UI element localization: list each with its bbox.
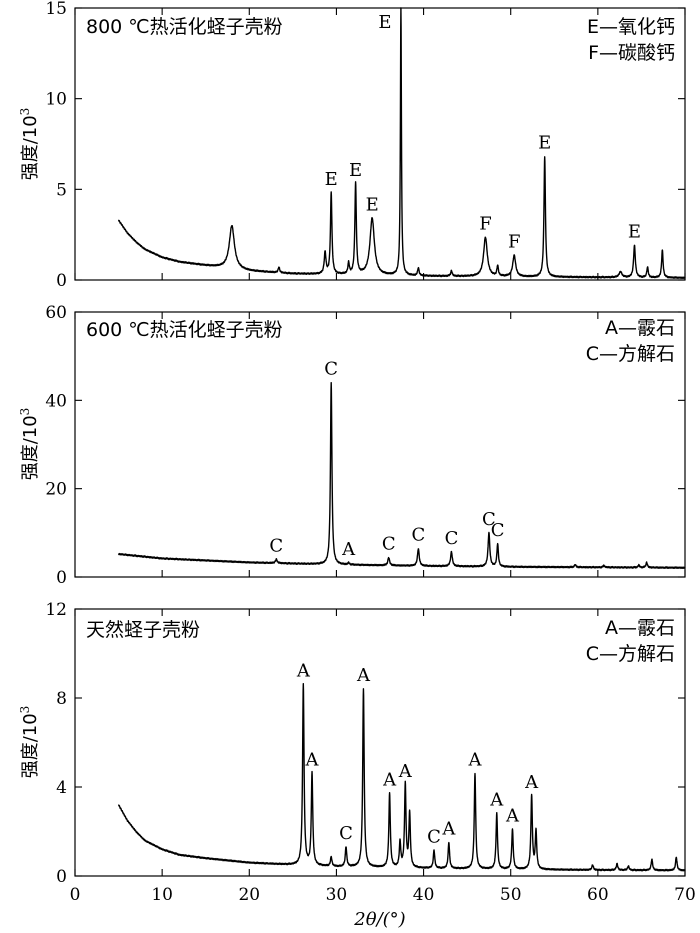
peak-label: A	[489, 790, 504, 811]
peak-label: C	[482, 509, 496, 530]
peak-label: A	[296, 661, 311, 682]
y-axis-label-text: 强度/10	[20, 415, 41, 480]
peak-label: C	[427, 826, 441, 847]
y-axis-label: 强度/103	[18, 706, 41, 779]
peak-label: E	[366, 194, 379, 215]
panel-title: 天然蛏子壳粉	[86, 619, 200, 641]
y-tick-label: 15	[45, 0, 67, 19]
y-axis-label-exponent: 3	[18, 408, 32, 416]
plot-frame	[74, 608, 686, 877]
y-tick-label: 12	[45, 600, 67, 620]
xrd-trace-600c	[117, 381, 686, 570]
y-tick-label: 10	[45, 90, 67, 110]
y-axis-label-text: 强度/10	[20, 115, 41, 180]
y-tick-label: 0	[56, 867, 67, 887]
x-tick-label: 40	[413, 885, 435, 905]
x-axis-label: 2θ/(°)	[353, 909, 405, 930]
x-tick-label: 20	[238, 885, 260, 905]
y-axis-label: 强度/103	[18, 408, 41, 481]
legend-entry: E—氧化钙	[587, 16, 675, 38]
plot-frame	[74, 7, 686, 281]
panel-title: 800 ℃热活化蛏子壳粉	[86, 16, 283, 38]
ticks	[74, 608, 686, 877]
y-tick-label: 0	[56, 568, 67, 588]
y-tick-labels: 0 4 8 12	[45, 600, 67, 887]
y-tick-label: 20	[45, 480, 67, 500]
peak-label: C	[324, 359, 338, 380]
y-tick-label: 4	[56, 778, 67, 798]
legend-entry: C—方解石	[586, 343, 675, 365]
peak-label: C	[269, 535, 283, 556]
peak-label: E	[538, 133, 551, 154]
legend-entry: A—霰石	[605, 617, 675, 639]
y-tick-labels: 0 20 40 60	[45, 303, 67, 588]
panel-800c: 0 5 10 15 强度/103 800 ℃热活化蛏子壳粉 E—氧化钙 F—碳酸…	[18, 0, 686, 291]
peak-label: E	[378, 12, 391, 33]
y-axis-label: 强度/103	[18, 108, 41, 181]
y-tick-label: 5	[56, 180, 67, 200]
x-tick-label: 30	[326, 885, 348, 905]
y-tick-label: 8	[56, 689, 67, 709]
xrd-trace-natural	[117, 683, 686, 872]
peak-label: F	[508, 232, 521, 253]
peak-label: A	[356, 665, 371, 686]
y-axis-label-text: 强度/10	[20, 713, 41, 778]
legend-entry: C—方解石	[586, 643, 675, 665]
y-axis-label-exponent: 3	[18, 706, 32, 714]
y-tick-label: 40	[45, 391, 67, 411]
peak-label: E	[325, 169, 338, 190]
legend-entry: A—霰石	[605, 317, 675, 339]
y-tick-label: 60	[45, 303, 67, 323]
xrd-trace-800c	[117, 7, 686, 280]
peak-label: C	[491, 520, 505, 541]
peak-label: C	[339, 823, 353, 844]
legend-entry: F—碳酸钙	[588, 42, 675, 64]
x-tick-labels: 0 10 20 30 40 50 60 70	[70, 885, 696, 905]
peak-label: A	[398, 761, 413, 782]
peak-label: A	[341, 539, 356, 560]
peak-label: A	[441, 819, 456, 840]
panel-600c: 0 20 40 60 强度/103 600 ℃热活化蛏子壳粉 A—霰石 C—方解…	[18, 303, 686, 588]
peak-labels: CCA C C CCC	[269, 359, 504, 560]
peak-label: C	[411, 525, 425, 546]
peak-label: C	[445, 528, 459, 549]
peak-label: A	[524, 772, 539, 793]
peak-label: E	[628, 222, 641, 243]
peak-label: E	[349, 160, 362, 181]
y-axis-label-exponent: 3	[18, 108, 32, 116]
panel-title: 600 ℃热活化蛏子壳粉	[86, 319, 283, 341]
peak-label: F	[479, 213, 492, 234]
x-tick-label: 70	[674, 885, 696, 905]
peak-label: A	[305, 750, 320, 771]
peak-label: C	[382, 534, 396, 555]
peak-label: A	[382, 770, 397, 791]
x-tick-label: 0	[70, 885, 81, 905]
x-tick-label: 50	[500, 885, 522, 905]
y-tick-label: 0	[56, 271, 67, 291]
x-tick-label: 60	[587, 885, 609, 905]
x-tick-label: 10	[151, 885, 173, 905]
y-tick-labels: 0 5 10 15	[45, 0, 67, 291]
panel-natural: 0 4 8 12 0 10 20 30 40 50 60 70 2θ/(°) 强…	[18, 600, 696, 930]
plot-frame	[74, 311, 686, 578]
peak-label: A	[505, 805, 520, 826]
ticks	[74, 311, 686, 578]
peak-label: A	[467, 750, 482, 771]
